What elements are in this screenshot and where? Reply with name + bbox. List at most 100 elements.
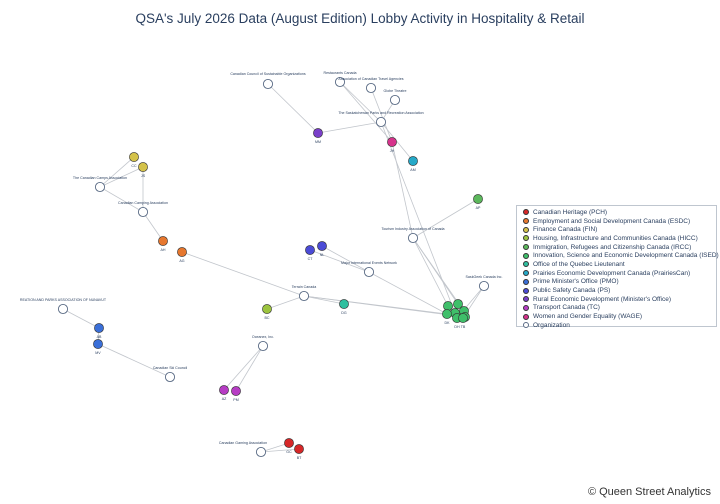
- official-node-i2[interactable]: [453, 299, 463, 309]
- legend-item[interactable]: Innovation, Science and Economic Develop…: [523, 251, 719, 260]
- legend-item[interactable]: Prairies Economic Development Canada (Pr…: [523, 269, 716, 278]
- legend-item[interactable]: Prime Minister's Office (PMO): [523, 278, 716, 287]
- official-label-i5: DK: [445, 321, 451, 325]
- official-node-ct[interactable]: [305, 245, 315, 255]
- legend-marker: [523, 209, 529, 216]
- org-label-rpan: REATION AND PARKS ASSOCIATION OF NUNAVUT: [20, 298, 107, 302]
- legend-label: Immigration, Refugees and Citizenship Ca…: [533, 243, 692, 251]
- org-node-actc[interactable]: [365, 82, 377, 94]
- legend-item[interactable]: Rural Economic Development (Minister's O…: [523, 295, 716, 304]
- official-node-dg[interactable]: [339, 299, 349, 309]
- official-label-mv: MV: [95, 351, 101, 355]
- official-label-gc: GC: [286, 450, 292, 454]
- node-layer: Canadian Council of Sustainable Organiza…: [20, 71, 503, 460]
- official-node-bt[interactable]: [294, 444, 304, 454]
- official-label-nl: NL: [320, 253, 325, 257]
- official-node-mm[interactable]: [313, 128, 323, 138]
- legend-item[interactable]: Organization: [523, 321, 716, 330]
- org-node-cga[interactable]: [255, 446, 267, 458]
- official-node-ap[interactable]: [473, 194, 483, 204]
- edge-rpan-ab: [62, 308, 100, 329]
- legend-item[interactable]: Canadian Heritage (PCH): [523, 208, 716, 217]
- edge-tiac-i1: [412, 237, 449, 307]
- legend-label: Prime Minister's Office (PMO): [533, 278, 619, 286]
- legend-item[interactable]: Immigration, Refugees and Citizenship Ca…: [523, 243, 716, 252]
- org-label-spra: The Saskatchewan Parks and Recreation As…: [338, 111, 423, 115]
- legend: Canadian Heritage (PCH) Employment and So…: [516, 205, 719, 330]
- org-node-gt[interactable]: [389, 94, 401, 106]
- edge-ccamp-ah: [142, 211, 164, 242]
- edge-mie-i5: [368, 271, 448, 315]
- legend-marker: [523, 235, 529, 242]
- edge-tc-i6: [303, 295, 466, 318]
- official-node-bc[interactable]: [262, 304, 272, 314]
- org-node-mie[interactable]: [363, 266, 375, 278]
- legend-marker: [523, 244, 529, 251]
- org-node-cca[interactable]: [94, 181, 106, 193]
- legend-label: Rural Economic Development (Minister's O…: [533, 295, 672, 303]
- org-node-tiac[interactable]: [407, 232, 419, 244]
- org-node-ccso[interactable]: [262, 78, 274, 90]
- org-node-oi[interactable]: [257, 340, 269, 352]
- official-label-i7: DH: [454, 325, 460, 329]
- org-node-rpan[interactable]: [57, 303, 69, 315]
- edge-tiac-i3: [412, 237, 465, 312]
- official-node-jh[interactable]: [387, 137, 397, 147]
- legend-marker: [523, 261, 529, 268]
- edge-mv-csc: [97, 343, 171, 378]
- official-node-mv[interactable]: [93, 339, 103, 349]
- legend-item[interactable]: Public Safety Canada (PS): [523, 286, 716, 295]
- official-node-ab[interactable]: [94, 323, 104, 333]
- edge-spra-mm: [317, 121, 382, 134]
- legend-item[interactable]: Office of the Quebec Lieutenant: [523, 260, 716, 269]
- legend-label: Innovation, Science and Economic Develop…: [533, 252, 719, 260]
- legend-label: Housing, Infrastructure and Communities …: [533, 234, 698, 242]
- official-node-az[interactable]: [219, 385, 229, 395]
- edge-cga-bt: [260, 448, 300, 453]
- official-label-dg: DG: [341, 311, 347, 315]
- official-node-i8[interactable]: [458, 313, 468, 323]
- official-node-i5[interactable]: [442, 309, 452, 319]
- official-label-ab: AB: [97, 335, 102, 339]
- edge-cca-ccamp: [99, 186, 144, 213]
- official-node-gc[interactable]: [284, 438, 294, 448]
- official-node-js[interactable]: [138, 162, 148, 172]
- legend-label: Public Safety Canada (PS): [533, 287, 611, 295]
- org-node-tc[interactable]: [298, 290, 310, 302]
- org-node-rc[interactable]: [334, 76, 346, 88]
- official-node-nl[interactable]: [317, 241, 327, 251]
- legend-marker: [523, 226, 529, 233]
- official-node-cc[interactable]: [129, 152, 139, 162]
- official-node-pm[interactable]: [231, 386, 241, 396]
- official-label-ag: AG: [179, 259, 184, 263]
- org-label-tiac: Tourism Industry Association of Canada: [381, 227, 444, 231]
- org-label-sask: SaskGeek Canada Inc.: [466, 275, 503, 279]
- legend-item[interactable]: Employment and Social Development Canada…: [523, 217, 716, 226]
- official-label-js: JS: [141, 174, 146, 178]
- legend-item[interactable]: Housing, Infrastructure and Communities …: [523, 234, 716, 243]
- org-label-ccso: Canadian Council of Sustainable Organiza…: [230, 72, 306, 76]
- org-node-csc[interactable]: [164, 371, 176, 383]
- org-label-oi: Oceanex, Inc.: [252, 335, 274, 339]
- edge-ccso-mm: [267, 83, 319, 134]
- official-label-ct: CT: [308, 257, 314, 261]
- official-node-ag[interactable]: [177, 247, 187, 257]
- edge-tc-bc: [266, 295, 305, 310]
- official-label-bt: BT: [297, 456, 302, 460]
- org-label-csc: Canadian Ski Council: [153, 366, 188, 370]
- official-node-am[interactable]: [408, 156, 418, 166]
- edge-ag-tc: [181, 251, 305, 297]
- org-node-spra[interactable]: [375, 116, 387, 128]
- legend-item[interactable]: Women and Gender Equality (WAGE): [523, 312, 716, 321]
- org-label-cga: Canadian Gaming Association: [219, 441, 267, 445]
- edge-cca-cc: [99, 156, 135, 188]
- org-node-sask[interactable]: [478, 280, 490, 292]
- org-node-ccamp[interactable]: [137, 206, 149, 218]
- legend-item[interactable]: Transport Canada (TC): [523, 304, 716, 313]
- official-node-ah[interactable]: [158, 236, 168, 246]
- edge-oi-az: [223, 345, 264, 391]
- legend-marker: [523, 322, 529, 329]
- legend-label: Canadian Heritage (PCH): [533, 208, 608, 216]
- legend-item[interactable]: Finance Canada (FIN): [523, 225, 716, 234]
